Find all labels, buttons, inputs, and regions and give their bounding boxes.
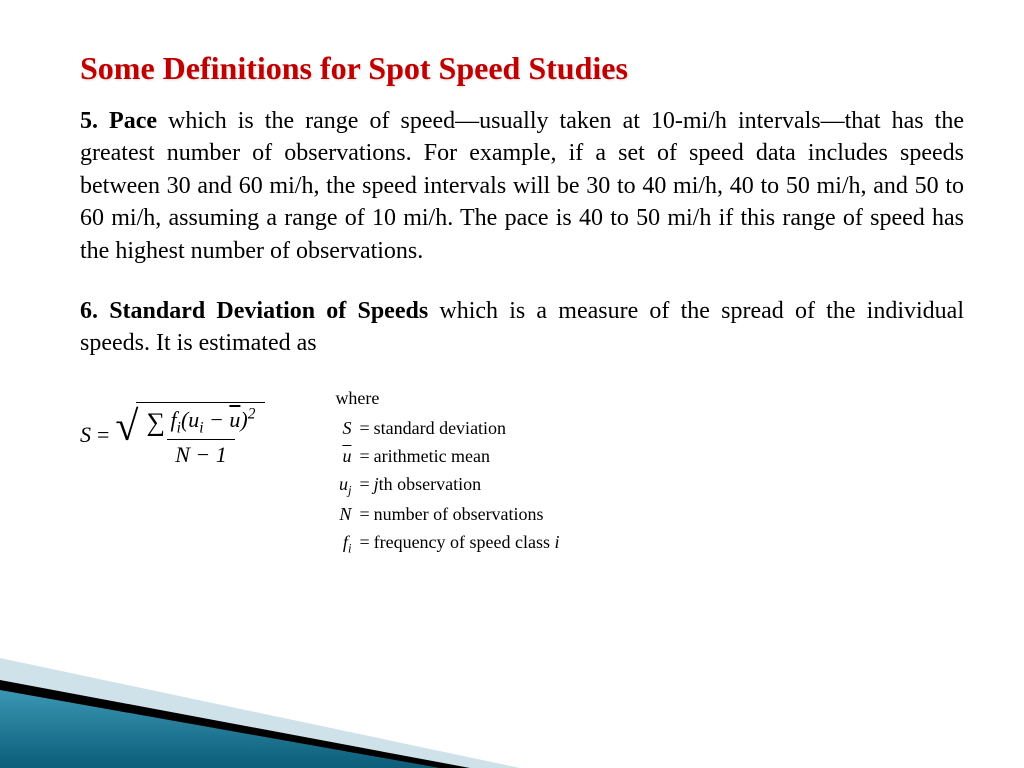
fraction-denominator: N − 1: [167, 439, 235, 468]
formula-lhs: S: [80, 422, 91, 448]
slide-title: Some Definitions for Spot Speed Studies: [80, 50, 964, 87]
where-label: where: [335, 388, 559, 409]
where-item: S=standard deviation: [325, 415, 559, 443]
where-item: u=arithmetic mean: [325, 443, 559, 471]
where-desc: standard deviation: [374, 415, 506, 443]
numerator-expr: fi(ui − u)2: [171, 407, 256, 432]
where-eq: =: [355, 443, 373, 471]
paragraph-stddev: 6. Standard Deviation of Speeds which is…: [80, 295, 964, 360]
fraction: ∑ fi(ui − u)2 N − 1: [142, 406, 259, 469]
where-item: fi=frequency of speed class i: [325, 529, 559, 559]
where-desc: jth observation: [374, 471, 482, 501]
slide: Some Definitions for Spot Speed Studies …: [0, 0, 1024, 768]
sqrt-icon: √ ∑ fi(ui − u)2 N − 1: [115, 402, 265, 469]
where-sym: S: [325, 415, 355, 443]
pace-lead: 5. Pace: [80, 108, 157, 134]
sqrt-body: ∑ fi(ui − u)2 N − 1: [136, 402, 265, 469]
where-sym: fi: [325, 529, 355, 559]
where-sym: uj: [325, 471, 355, 501]
where-eq: =: [355, 501, 373, 529]
formula-row: S = √ ∑ fi(ui − u)2 N − 1 where S=: [80, 388, 964, 559]
summation-icon: ∑: [146, 407, 165, 436]
where-desc: arithmetic mean: [374, 443, 490, 471]
stddev-lead: 6. Standard Deviation of Speeds: [80, 298, 428, 324]
where-eq: =: [355, 415, 373, 443]
fraction-numerator: ∑ fi(ui − u)2: [142, 406, 259, 440]
where-item: uj=jth observation: [325, 471, 559, 501]
where-item: N=number of observations: [325, 501, 559, 529]
formula-stddev: S = √ ∑ fi(ui − u)2 N − 1: [80, 402, 265, 469]
corner-decor: [0, 588, 1024, 768]
where-sym: N: [325, 501, 355, 529]
where-block: where S=standard deviation u=arithmetic …: [325, 388, 559, 559]
where-list: S=standard deviation u=arithmetic mean u…: [325, 415, 559, 559]
where-desc: frequency of speed class i: [374, 529, 560, 559]
where-desc: number of observations: [374, 501, 544, 529]
pace-body: which is the range of speed—usually take…: [80, 108, 964, 264]
formula-eq: =: [97, 422, 109, 448]
where-eq: =: [355, 471, 373, 501]
where-sym: u: [325, 443, 355, 471]
paragraph-pace: 5. Pace which is the range of speed—usua…: [80, 105, 964, 267]
radical-sign: √: [115, 406, 138, 473]
where-eq: =: [355, 529, 373, 559]
